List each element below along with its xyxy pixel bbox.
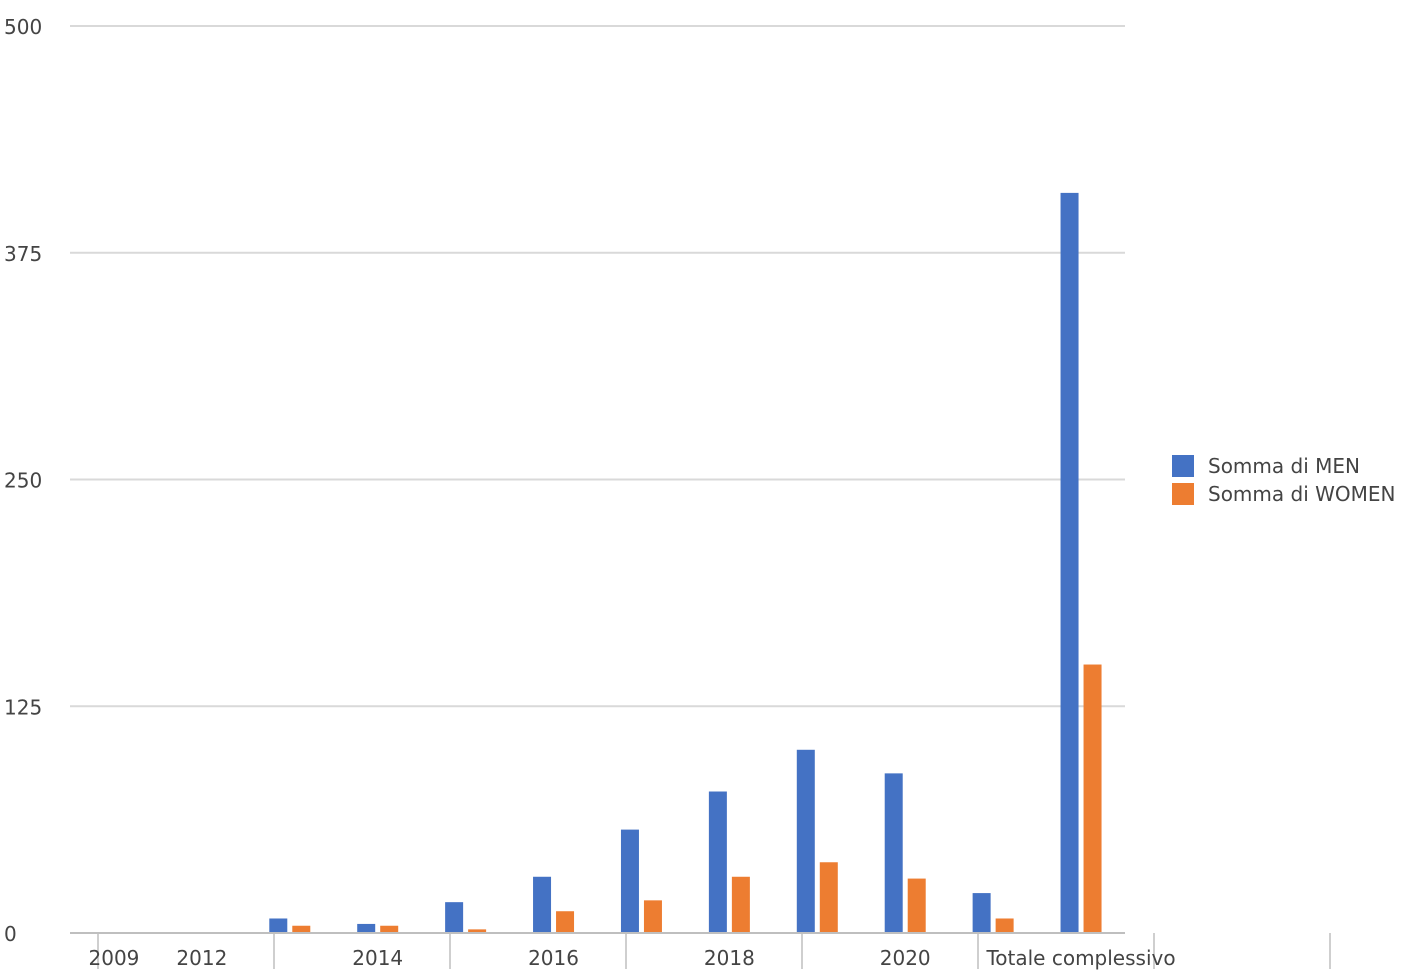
legend-label-men: Somma di MEN [1208,454,1360,478]
x-tick-label-2014: 2014 [352,946,403,970]
bar-men-2019 [796,749,815,933]
legend-item-men: Somma di MEN [1172,452,1412,480]
x-axis-tick-labels: 2009 2012 2014 2016 2018 2020 Totale complessi… [89,946,1176,970]
legend-label-women: Somma di WOMEN [1208,482,1396,506]
bar-women-2021 [995,918,1014,933]
legend-item-women: Somma di WOMEN [1172,480,1412,508]
bar-men-2013 [269,918,288,933]
legend-swatch-women [1172,483,1194,505]
x-tick-label-2012: 2012 [176,946,227,970]
y-tick-label-375: 375 [4,242,42,266]
x-tick-label-2018: 2018 [704,946,755,970]
x-axis [70,932,1331,969]
bar-women-2020 [907,878,926,933]
bar-women-2018 [731,876,750,933]
bar-men-2014 [357,923,376,933]
bar-men-2015 [445,902,464,933]
x-tick-label-2016: 2016 [528,946,579,970]
bar-men-2018 [708,791,727,933]
gridlines [70,25,1125,708]
bar-men-2016 [533,876,552,933]
legend: Somma di MEN Somma di WOMEN [1172,452,1412,508]
bar-women-2013 [292,925,311,933]
y-tick-label-0: 0 [4,922,17,946]
bar-women-2019 [819,862,838,933]
x-tick-label-2009: 2009 [89,946,140,970]
bars [269,192,1102,933]
y-tick-label-250: 250 [4,469,42,493]
x-tick-label-2020: 2020 [880,946,931,970]
y-tick-label-500: 500 [4,15,42,39]
bar-men-2017 [620,829,639,933]
bar-women-2014 [380,925,399,933]
y-tick-label-125: 125 [4,695,42,719]
x-tick-label-totale-complessivo: Totale complessivo [985,946,1175,970]
bar-women-2016 [556,911,575,933]
bar-men-totale-complessivo [1060,192,1079,933]
bar-men-2020 [884,773,903,933]
bar-women-2017 [643,900,662,933]
legend-swatch-men [1172,455,1194,477]
bar-men-2021 [972,893,991,933]
y-axis-tick-labels: 0 125 250 375 500 [4,15,42,946]
bar-women-2015 [468,929,487,933]
bar-women-totale-complessivo [1083,664,1102,933]
